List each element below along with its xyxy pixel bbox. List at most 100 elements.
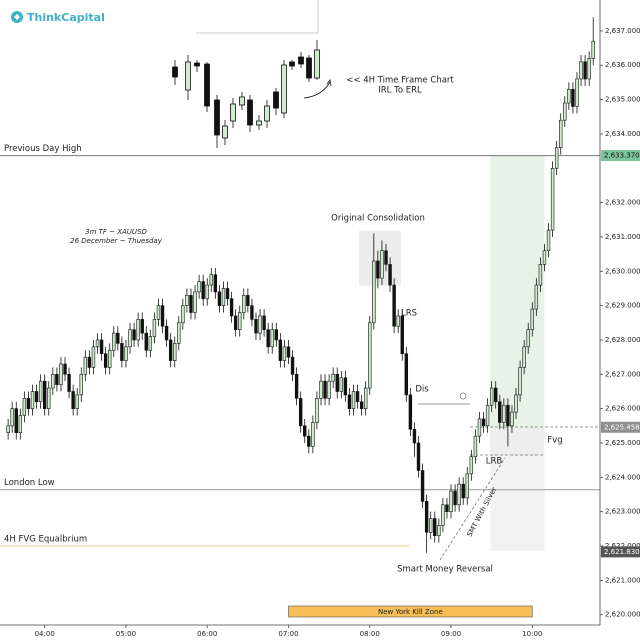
- zone: [490, 427, 545, 457]
- candle-body: [51, 374, 55, 389]
- candle-body: [254, 319, 258, 334]
- candle-body: [445, 504, 449, 512]
- candle-body: [108, 349, 112, 368]
- y-tick-label: 2,622.000: [605, 542, 640, 550]
- candle-body: [380, 250, 384, 279]
- x-axis-panel: [0, 625, 640, 640]
- y-tick-label: 2,628.000: [605, 336, 640, 344]
- y-tick-label: 2,632.000: [605, 199, 640, 207]
- y-tick-label: 2,627.000: [605, 370, 640, 378]
- candle-body: [177, 322, 181, 344]
- candle-body: [298, 398, 303, 427]
- inset-candle: [172, 66, 178, 78]
- annotation: Smart Money Reversal: [397, 565, 493, 575]
- candle-body: [319, 380, 323, 399]
- candle-body: [550, 167, 555, 231]
- candle-body: [591, 40, 595, 59]
- candle-body: [34, 391, 39, 403]
- candle-body: [514, 394, 518, 413]
- inset-frame: [196, 0, 319, 34]
- candle-body: [485, 404, 490, 427]
- candle-body: [250, 305, 254, 320]
- candle-body: [274, 329, 278, 341]
- candle-body: [335, 374, 339, 392]
- candle-body: [290, 356, 295, 375]
- candle-body: [38, 380, 43, 403]
- candle-body: [278, 339, 283, 361]
- candle-body: [47, 387, 51, 409]
- candle-body: [424, 501, 429, 533]
- candle-body: [412, 428, 417, 444]
- annotation: LRS: [401, 309, 417, 319]
- inset-candle: [298, 56, 304, 65]
- candle-body: [481, 418, 486, 427]
- price-tag-label: 2,633.370: [604, 152, 640, 160]
- candle-body: [26, 398, 31, 409]
- candle-body: [449, 490, 453, 512]
- candle-body: [63, 363, 67, 375]
- candle-body: [124, 346, 128, 361]
- candle-body: [469, 456, 474, 475]
- candle-body: [538, 264, 543, 286]
- candles-layer: [6, 17, 595, 553]
- y-tick-label: 2,621.000: [605, 576, 640, 584]
- session-label: New York Kill Zone: [378, 608, 443, 616]
- candle-body: [404, 353, 409, 396]
- subtitle: 26 December ~ Thuesday: [70, 237, 163, 245]
- level-label: 4H FVG Equalbrium: [4, 535, 87, 545]
- candle-body: [14, 408, 18, 433]
- candle-body: [205, 284, 209, 300]
- candle-body: [168, 339, 173, 361]
- candle-body: [91, 346, 96, 368]
- candle-body: [221, 288, 226, 306]
- y-tick-label: 2,624.000: [605, 473, 640, 481]
- candle-body: [181, 305, 185, 324]
- price-tag-label: 2,625.458: [604, 423, 640, 431]
- inset-candle: [264, 105, 270, 122]
- x-tick-label: 10:00: [522, 630, 542, 638]
- candle-body: [351, 391, 356, 409]
- candle-body: [587, 58, 591, 80]
- candle-body: [331, 374, 335, 382]
- candle-body: [79, 374, 83, 396]
- candle-body: [132, 329, 136, 341]
- candle-body: [502, 404, 506, 423]
- zone: [358, 230, 401, 286]
- level-label: Previous Day High: [4, 144, 82, 154]
- candle-body: [526, 329, 530, 348]
- candle-body: [343, 377, 348, 396]
- candle-body: [396, 315, 400, 327]
- inset-candle: [281, 64, 287, 114]
- candle-body: [567, 88, 571, 104]
- annotation: Original Consolidation: [331, 214, 425, 224]
- candle-body: [303, 425, 307, 437]
- candle-body: [510, 411, 514, 427]
- y-axis-panel: [600, 0, 640, 640]
- candle-body: [428, 518, 433, 533]
- inset-candle: [222, 125, 228, 139]
- y-tick-label: 2,634.000: [605, 130, 640, 138]
- candle-body: [197, 281, 201, 293]
- candle-body: [95, 339, 100, 348]
- candle-body: [10, 408, 14, 427]
- candle-body: [258, 315, 262, 334]
- inset-candle: [194, 62, 200, 67]
- y-tick-label: 2,631.000: [605, 233, 640, 241]
- session-box: [288, 605, 533, 618]
- candle-body: [136, 319, 140, 341]
- candle-body: [554, 147, 559, 169]
- candle-body: [144, 332, 148, 351]
- candle-body: [347, 394, 352, 409]
- logo-icon: [14, 14, 20, 20]
- candle-body: [315, 398, 319, 423]
- candle-body: [583, 61, 587, 80]
- candle-body: [465, 473, 469, 499]
- x-tick-label: 06:00: [197, 630, 217, 638]
- inset-candle: [214, 99, 220, 136]
- candle-body: [282, 346, 287, 361]
- candle-body: [376, 260, 380, 279]
- candle-body: [546, 229, 551, 251]
- zone: [490, 456, 545, 552]
- inset-candle: [256, 120, 262, 126]
